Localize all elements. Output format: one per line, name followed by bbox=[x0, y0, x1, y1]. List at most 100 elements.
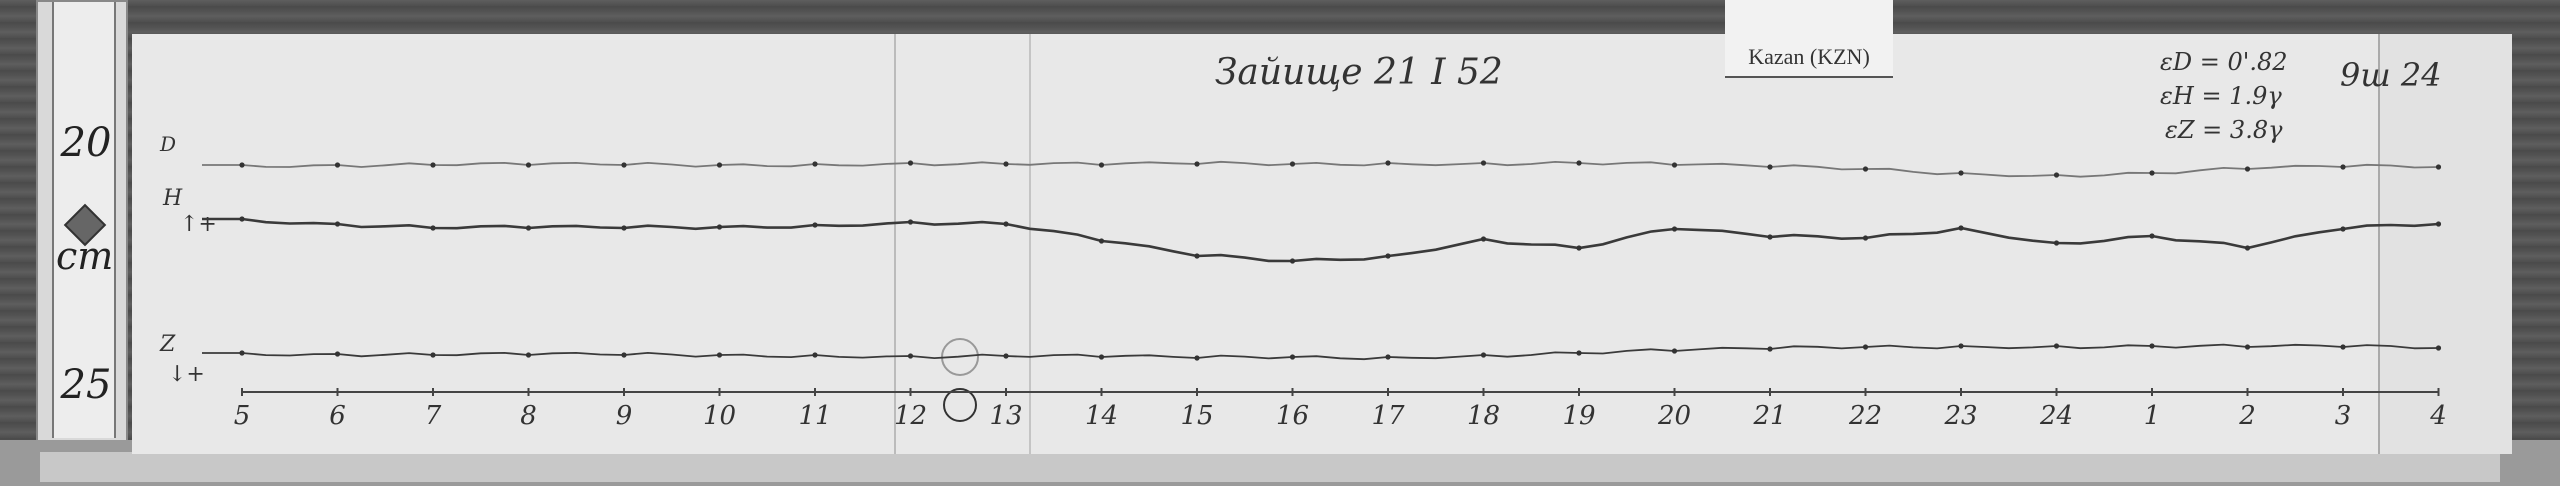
hour-mark-d bbox=[525, 162, 532, 168]
ruler-unit: cm bbox=[56, 234, 114, 278]
hour-mark-z bbox=[2053, 343, 2060, 349]
hour-label: 21 bbox=[1752, 401, 1786, 431]
hour-mark-z bbox=[1098, 354, 1105, 360]
hour-mark-d bbox=[2244, 166, 2251, 172]
hour-mark-d bbox=[430, 162, 436, 168]
hour-label: 16 bbox=[1276, 401, 1309, 431]
hour-label: 20 bbox=[1657, 401, 1691, 431]
ruler-face: 20 cm 25 bbox=[52, 2, 116, 438]
hour-mark-z bbox=[2244, 344, 2251, 350]
hour-label: 11 bbox=[798, 401, 831, 431]
hour-mark-d bbox=[812, 161, 818, 167]
hour-mark-d bbox=[907, 160, 914, 166]
hour-label: 19 bbox=[1562, 401, 1595, 431]
hour-mark-z bbox=[1480, 352, 1487, 358]
hour-mark-h bbox=[1958, 225, 1964, 231]
record-paper-end bbox=[2378, 34, 2512, 454]
lower-paper-edge bbox=[40, 452, 2500, 482]
hour-mark-z bbox=[1385, 354, 1391, 360]
hour-label: 17 bbox=[1371, 401, 1405, 431]
hour-mark-d bbox=[1098, 162, 1105, 168]
hour-mark-z bbox=[2435, 345, 2442, 351]
hour-mark-d bbox=[716, 162, 723, 168]
hour-mark-z bbox=[430, 352, 436, 358]
hour-mark-z bbox=[907, 353, 914, 359]
hour-mark-h bbox=[2244, 245, 2251, 251]
header-note: Зайище 21 I 52 bbox=[1215, 52, 1503, 93]
hour-mark-z bbox=[2149, 343, 2155, 349]
hour-label: 15 bbox=[1180, 401, 1213, 431]
station-name: Kazan (KZN) bbox=[1748, 44, 1870, 69]
ruler: 20 cm 25 bbox=[36, 0, 128, 444]
scale-value-z: εZ = 3.8γ bbox=[2165, 116, 2283, 144]
hour-mark-h bbox=[812, 222, 818, 228]
punch-hole-mark bbox=[943, 388, 977, 422]
hour-label: 6 bbox=[329, 401, 346, 431]
hour-mark-h bbox=[1767, 234, 1773, 240]
hour-mark-d bbox=[1576, 160, 1582, 166]
hour-mark-h bbox=[334, 221, 341, 227]
hour-mark-d bbox=[2435, 164, 2442, 170]
hour-mark-h bbox=[2149, 233, 2155, 239]
hour-label: 22 bbox=[1848, 401, 1882, 431]
hour-mark-d bbox=[621, 162, 627, 168]
hour-label: 12 bbox=[894, 401, 927, 431]
hour-mark-d bbox=[1194, 161, 1200, 167]
hour-mark-d bbox=[1958, 170, 1964, 176]
trace-z bbox=[202, 343, 2439, 361]
hour-mark-h bbox=[1003, 221, 1009, 227]
hour-mark-z bbox=[1862, 344, 1869, 350]
hour-mark-d bbox=[1289, 161, 1296, 167]
right-note: 9ш 24 bbox=[2340, 56, 2442, 94]
hour-label: 2 bbox=[2238, 401, 2256, 431]
hour-mark-d bbox=[334, 162, 341, 168]
z-direction: ↓+ bbox=[168, 362, 205, 387]
hour-mark-d bbox=[239, 162, 245, 168]
hour-mark-h bbox=[716, 224, 723, 230]
hour-mark-h bbox=[2435, 221, 2442, 227]
hour-label: 1 bbox=[2144, 401, 2161, 431]
ruler-mark-20: 20 bbox=[60, 120, 112, 166]
hour-label: 7 bbox=[425, 401, 442, 431]
hour-mark-z bbox=[1289, 354, 1296, 360]
hour-mark-h bbox=[1289, 258, 1296, 264]
record-paper bbox=[132, 34, 2382, 454]
hour-label: 10 bbox=[703, 401, 736, 431]
hour-mark-z bbox=[812, 352, 818, 358]
hour-mark-d bbox=[1767, 164, 1773, 170]
trace-d bbox=[202, 160, 2439, 178]
hour-mark-z bbox=[1194, 355, 1200, 361]
hour-label: 13 bbox=[989, 401, 1022, 431]
hour-mark-h bbox=[2340, 226, 2346, 232]
trace-label-d: D bbox=[160, 132, 177, 156]
hour-mark-h bbox=[239, 216, 245, 222]
hour-mark-h bbox=[2053, 240, 2060, 246]
trace-h bbox=[202, 217, 2439, 263]
hour-mark-z bbox=[334, 351, 341, 357]
hour-mark-h bbox=[1194, 253, 1200, 259]
hour-mark-z bbox=[1003, 353, 1009, 359]
hour-mark-h bbox=[621, 225, 627, 231]
hour-label: 18 bbox=[1467, 401, 1500, 431]
hour-label: 4 bbox=[2429, 401, 2447, 431]
scale-value-d: εD = 0'.82 bbox=[2160, 48, 2288, 76]
hour-mark-h bbox=[1576, 245, 1582, 251]
hour-label: 8 bbox=[520, 401, 537, 431]
hour-mark-d bbox=[1003, 161, 1009, 167]
ruler-mark-25: 25 bbox=[60, 362, 112, 408]
hour-mark-h bbox=[907, 219, 914, 225]
hour-label: 3 bbox=[2335, 401, 2352, 431]
hour-label: 9 bbox=[616, 401, 633, 431]
hour-mark-h bbox=[1862, 235, 1869, 241]
hour-mark-z bbox=[621, 352, 627, 358]
hour-mark-z bbox=[239, 350, 245, 356]
hour-mark-z bbox=[716, 352, 723, 358]
hour-mark-z bbox=[1671, 348, 1678, 354]
hour-mark-z bbox=[1958, 343, 1964, 349]
hour-mark-h bbox=[1098, 238, 1105, 244]
hour-label: 5 bbox=[234, 401, 251, 431]
hour-label: 14 bbox=[1085, 401, 1118, 431]
hour-mark-h bbox=[1480, 236, 1487, 242]
hour-mark-z bbox=[2340, 344, 2346, 350]
